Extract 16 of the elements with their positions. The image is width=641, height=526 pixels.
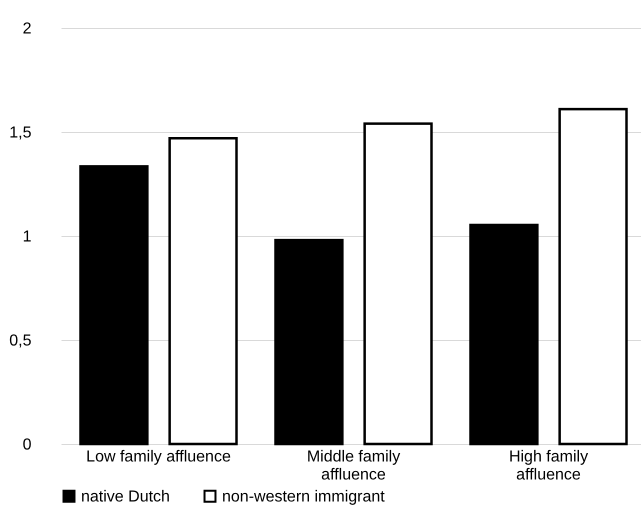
legend-label: non-western immigrant: [222, 488, 386, 506]
legend-label: native Dutch: [81, 488, 170, 506]
y-tick-label: 0,5: [9, 332, 32, 350]
x-tick-label: Middle family affluence: [306, 448, 400, 484]
y-tick-label: 1: [22, 228, 32, 246]
bar: [363, 122, 433, 446]
x-tick-label: High family affluence: [508, 448, 588, 484]
bar: [469, 224, 539, 446]
bar: [558, 108, 628, 446]
bar: [274, 238, 344, 446]
bar: [168, 136, 238, 446]
x-tick-label: Low family affluence: [86, 448, 231, 466]
y-tick-label: 1,5: [9, 124, 32, 142]
y-tick-label: 0: [22, 436, 32, 454]
y-tick-label: 2: [22, 20, 32, 38]
bar: [79, 165, 149, 446]
